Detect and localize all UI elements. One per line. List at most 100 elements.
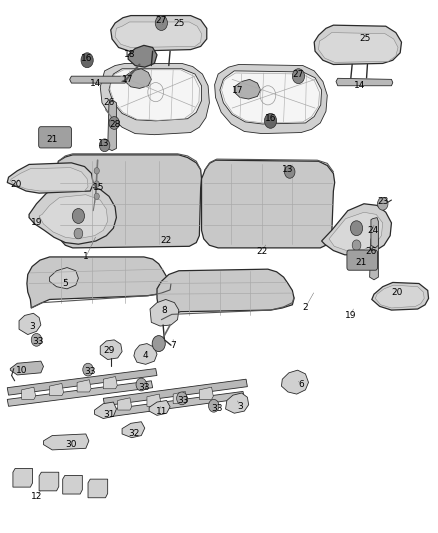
Polygon shape bbox=[11, 167, 88, 191]
Circle shape bbox=[99, 139, 110, 152]
Polygon shape bbox=[13, 469, 32, 487]
Text: 22: 22 bbox=[160, 237, 171, 246]
Polygon shape bbox=[49, 383, 64, 395]
Polygon shape bbox=[173, 391, 187, 403]
Polygon shape bbox=[157, 269, 294, 320]
Text: 19: 19 bbox=[345, 311, 357, 320]
Text: 12: 12 bbox=[31, 491, 42, 500]
Polygon shape bbox=[103, 379, 247, 406]
Circle shape bbox=[72, 208, 85, 223]
Text: 8: 8 bbox=[162, 305, 167, 314]
Text: 7: 7 bbox=[170, 341, 176, 350]
Text: 19: 19 bbox=[31, 219, 42, 228]
Text: 17: 17 bbox=[232, 85, 243, 94]
Text: 15: 15 bbox=[93, 183, 105, 192]
Polygon shape bbox=[108, 101, 117, 151]
Polygon shape bbox=[100, 63, 209, 135]
Polygon shape bbox=[103, 391, 244, 417]
Circle shape bbox=[208, 399, 219, 412]
Text: 26: 26 bbox=[365, 247, 377, 256]
Polygon shape bbox=[115, 22, 201, 47]
Circle shape bbox=[265, 114, 277, 128]
Text: 14: 14 bbox=[354, 81, 365, 90]
Circle shape bbox=[350, 221, 363, 236]
Polygon shape bbox=[118, 398, 132, 410]
Polygon shape bbox=[70, 76, 127, 83]
Circle shape bbox=[285, 165, 295, 178]
Polygon shape bbox=[318, 33, 398, 62]
Circle shape bbox=[81, 53, 93, 68]
Polygon shape bbox=[29, 185, 117, 244]
Text: 6: 6 bbox=[298, 380, 304, 389]
Polygon shape bbox=[95, 402, 117, 418]
Circle shape bbox=[136, 378, 147, 391]
Polygon shape bbox=[370, 237, 378, 280]
Polygon shape bbox=[19, 313, 41, 335]
Circle shape bbox=[152, 336, 165, 352]
Polygon shape bbox=[7, 368, 157, 395]
Text: 25: 25 bbox=[173, 19, 184, 28]
Text: 11: 11 bbox=[155, 407, 167, 416]
Polygon shape bbox=[125, 69, 151, 88]
Text: 23: 23 bbox=[377, 197, 389, 206]
Text: 16: 16 bbox=[265, 114, 276, 123]
Text: 33: 33 bbox=[177, 396, 189, 405]
Text: 1: 1 bbox=[83, 253, 89, 261]
Polygon shape bbox=[134, 344, 157, 365]
Text: 3: 3 bbox=[29, 321, 35, 330]
Circle shape bbox=[94, 193, 99, 199]
Polygon shape bbox=[111, 15, 207, 51]
Circle shape bbox=[31, 334, 42, 346]
Text: 25: 25 bbox=[360, 35, 371, 44]
FancyBboxPatch shape bbox=[39, 127, 71, 148]
Text: 20: 20 bbox=[10, 180, 21, 189]
Text: 14: 14 bbox=[90, 78, 102, 87]
Text: 21: 21 bbox=[46, 135, 58, 144]
Text: 33: 33 bbox=[211, 405, 223, 414]
Text: 33: 33 bbox=[138, 383, 150, 392]
Polygon shape bbox=[57, 155, 201, 248]
Polygon shape bbox=[222, 73, 319, 123]
Circle shape bbox=[109, 117, 120, 130]
Text: 29: 29 bbox=[103, 346, 115, 355]
Circle shape bbox=[94, 167, 99, 174]
Polygon shape bbox=[100, 340, 122, 360]
Polygon shape bbox=[199, 387, 213, 399]
Polygon shape bbox=[88, 479, 108, 498]
Polygon shape bbox=[371, 217, 378, 248]
Polygon shape bbox=[375, 285, 424, 308]
Circle shape bbox=[83, 364, 93, 376]
Polygon shape bbox=[329, 212, 383, 251]
Polygon shape bbox=[282, 370, 308, 394]
Polygon shape bbox=[321, 204, 392, 255]
Polygon shape bbox=[27, 257, 170, 308]
Text: 30: 30 bbox=[66, 440, 77, 449]
Polygon shape bbox=[220, 71, 321, 124]
Polygon shape bbox=[314, 25, 402, 64]
Polygon shape bbox=[7, 381, 152, 406]
Text: 4: 4 bbox=[143, 351, 148, 360]
Text: 21: 21 bbox=[355, 258, 367, 266]
Polygon shape bbox=[226, 393, 249, 413]
Polygon shape bbox=[63, 475, 82, 494]
Text: 27: 27 bbox=[293, 70, 304, 78]
FancyBboxPatch shape bbox=[347, 250, 378, 270]
Polygon shape bbox=[21, 387, 35, 399]
Polygon shape bbox=[201, 160, 335, 248]
Polygon shape bbox=[39, 472, 59, 491]
Polygon shape bbox=[11, 361, 43, 375]
Polygon shape bbox=[77, 379, 91, 392]
Text: 20: 20 bbox=[392, 287, 403, 296]
Text: 16: 16 bbox=[81, 54, 93, 62]
Text: 24: 24 bbox=[367, 226, 378, 235]
Polygon shape bbox=[372, 282, 428, 310]
Polygon shape bbox=[109, 69, 201, 121]
Polygon shape bbox=[128, 45, 157, 67]
Polygon shape bbox=[234, 79, 261, 99]
Text: 18: 18 bbox=[124, 51, 135, 59]
Polygon shape bbox=[43, 434, 89, 450]
Polygon shape bbox=[122, 422, 145, 438]
Text: 31: 31 bbox=[103, 410, 115, 419]
Text: 33: 33 bbox=[85, 367, 96, 376]
Text: 32: 32 bbox=[128, 430, 140, 439]
